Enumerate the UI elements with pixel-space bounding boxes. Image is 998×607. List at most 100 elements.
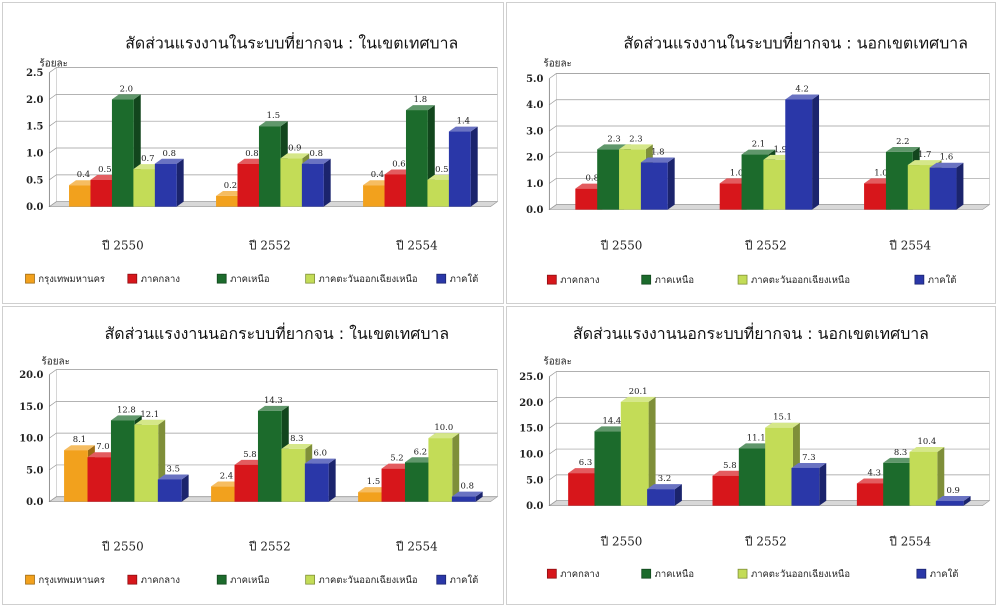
bar (358, 492, 382, 502)
data-label: 8.3 (290, 433, 303, 443)
legend-swatch (25, 574, 35, 585)
legend-label: ภาคตะวันออกเฉียงเหนือ (751, 568, 850, 580)
data-label: 1.9 (774, 144, 787, 154)
y-axis-label: ร้อยละ (41, 356, 70, 368)
data-label: 8.1 (73, 434, 86, 444)
gridline (549, 125, 990, 132)
legend-label: ภาคเหนือ (655, 275, 694, 286)
bar (258, 126, 281, 207)
data-label: 7.3 (802, 452, 815, 462)
gridline (549, 151, 990, 158)
category-label: ปี 2554 (889, 238, 931, 252)
bar-top (856, 478, 892, 484)
data-label: 1.5 (367, 476, 380, 486)
category-label: ปี 2554 (395, 238, 437, 252)
bar-top (448, 126, 478, 132)
bar-top (620, 396, 656, 402)
y-tick-label: 0.5 (26, 175, 43, 186)
data-label: 0.5 (435, 164, 448, 174)
gridline (549, 73, 990, 79)
bar-top (791, 462, 827, 468)
y-tick-label: 10.0 (19, 434, 43, 445)
data-label: 5.8 (723, 460, 736, 470)
legend-swatch (546, 274, 557, 285)
legend-swatch (546, 568, 557, 579)
data-label: 3.5 (167, 463, 180, 473)
bar-top (909, 446, 945, 452)
y-tick-label: 2.0 (526, 153, 543, 164)
bar (647, 489, 675, 506)
data-label: 2.4 (220, 470, 233, 480)
bar-top (785, 94, 820, 100)
bar-side (667, 157, 675, 210)
category-label: ปี 2554 (889, 534, 931, 548)
bar-top (594, 426, 630, 432)
bar (427, 179, 450, 207)
gridline (549, 422, 990, 429)
legend-swatch (641, 274, 652, 285)
bar-top (929, 162, 964, 168)
bar (134, 424, 159, 502)
legend-swatch (641, 568, 652, 579)
bar-top (258, 121, 288, 127)
bar (211, 486, 235, 502)
y-tick-label: 5.0 (26, 465, 43, 476)
category-label: ปี 2554 (395, 539, 437, 553)
y-axis-label: ร้อยละ (39, 58, 68, 70)
data-label: 6.0 (314, 448, 327, 458)
y-tick-label: 1.0 (526, 179, 543, 190)
bar-side (452, 433, 460, 502)
bar-top (712, 470, 748, 476)
gridline (49, 67, 498, 73)
data-label: 1.5 (267, 110, 280, 120)
chart-title: สัดส่วนแรงงานนอกระบบที่ยากจน : ในเขตเทศบ… (105, 322, 449, 343)
data-label: 1.8 (414, 94, 427, 104)
bar (448, 131, 471, 207)
bar (883, 462, 912, 506)
data-label: 10.4 (918, 436, 937, 446)
bar (157, 479, 182, 502)
data-label: 0.6 (392, 159, 405, 169)
legend-label: ภาคใต้ (450, 273, 479, 285)
bar (384, 174, 407, 207)
data-label: 4.3 (868, 468, 881, 478)
bar (428, 438, 453, 502)
bar (111, 99, 134, 207)
bar-top (280, 153, 310, 159)
bar (363, 185, 385, 207)
chart-4-svg: สัดส่วนแรงงานนอกระบบที่ยากจน : นอกเขตเทศ… (519, 322, 991, 580)
y-tick-label: 20.0 (519, 398, 543, 409)
legend-swatch (127, 273, 138, 284)
y-tick-label: 15.0 (19, 402, 43, 413)
bar (640, 162, 668, 210)
category-label: ปี 2552 (248, 539, 290, 553)
y-tick-label: 20.0 (19, 370, 43, 381)
legend-label: ภาคกลาง (560, 569, 599, 580)
bar-side (176, 158, 184, 207)
y-tick-label: 2.5 (26, 68, 43, 79)
chart-title: สัดส่วนแรงงานนอกระบบที่ยากจน : นอกเขตเทศ… (573, 322, 929, 343)
legend-label: ภาคเหนือ (230, 274, 269, 285)
bar (575, 188, 603, 210)
bar-top (304, 458, 336, 464)
data-label: 0.7 (141, 153, 154, 163)
data-label: 1.0 (730, 167, 743, 177)
y-tick-label: 5.0 (526, 475, 543, 486)
legend-swatch (305, 574, 315, 585)
bar-side (819, 462, 827, 506)
legend-swatch (916, 568, 927, 579)
bar-top (647, 484, 682, 490)
category-label: ปี 2550 (600, 534, 642, 548)
legend-swatch (436, 574, 447, 585)
legend-swatch (216, 574, 227, 585)
bar-top (358, 487, 389, 493)
data-label: 8.3 (894, 447, 907, 457)
bar-top (405, 105, 435, 111)
gridline (549, 371, 990, 377)
bar (594, 431, 623, 506)
category-label: ปี 2550 (101, 539, 143, 553)
bar-top (381, 463, 413, 469)
bar (929, 167, 957, 210)
bar-top (64, 445, 95, 451)
data-label: 1.0 (874, 167, 887, 177)
